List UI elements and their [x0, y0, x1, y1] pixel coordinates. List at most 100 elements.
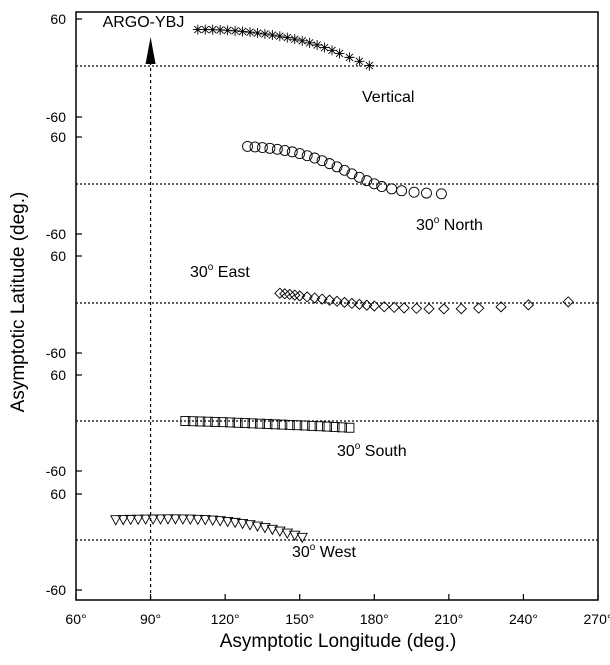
- data-point: [322, 421, 333, 432]
- data-point: [117, 515, 129, 526]
- data-point: [187, 416, 198, 427]
- data-point: [221, 516, 234, 528]
- data-point: [259, 28, 270, 39]
- data-point: [288, 530, 301, 542]
- data-point: [192, 24, 203, 35]
- data-point: [277, 419, 288, 430]
- data-point: [316, 293, 328, 305]
- data-point: [200, 24, 211, 35]
- y-tick-label-bottom: -60: [46, 345, 66, 361]
- data-point: [236, 518, 249, 530]
- data-point: [262, 419, 273, 429]
- panel-circle: 30o North: [76, 140, 598, 234]
- data-point: [271, 143, 283, 155]
- panel-square: 30o South: [76, 416, 598, 460]
- data-point: [264, 142, 276, 154]
- x-axis-title: Asymptotic Longitude (deg.): [220, 631, 457, 652]
- data-point: [274, 526, 286, 538]
- data-point: [215, 24, 226, 35]
- data-point: [421, 187, 432, 199]
- data-point: [323, 294, 336, 306]
- data-point: [269, 419, 280, 430]
- data-point: [309, 152, 321, 164]
- data-point: [562, 296, 574, 308]
- data-point: [237, 26, 248, 37]
- data-point: [344, 52, 355, 63]
- data-point: [169, 514, 182, 525]
- panel-asterisk: Vertical: [76, 24, 598, 106]
- data-point: [410, 302, 423, 315]
- data-point: [364, 60, 375, 71]
- x-tick-label: 240°: [509, 611, 538, 627]
- data-point: [222, 25, 233, 36]
- data-point: [294, 290, 306, 302]
- data-point: [331, 161, 343, 173]
- data-point: [346, 168, 358, 180]
- data-point: [329, 422, 340, 432]
- data-point: [154, 514, 167, 525]
- data-point: [284, 288, 296, 301]
- series-label: 30o West: [292, 542, 357, 561]
- data-point: [230, 25, 241, 36]
- data-point: [210, 416, 221, 427]
- y-tick-label-top: 60: [50, 248, 66, 264]
- data-point: [247, 418, 258, 429]
- data-point: [495, 301, 507, 313]
- data-point: [229, 517, 241, 529]
- data-point: [294, 148, 306, 160]
- y-tick-label-bottom: -60: [46, 582, 66, 598]
- data-point: [296, 532, 308, 544]
- data-point: [344, 422, 355, 433]
- series-label: 30o South: [337, 441, 407, 460]
- data-point: [396, 185, 408, 197]
- data-point: [124, 514, 137, 526]
- data-point: [284, 419, 295, 430]
- x-tick-label: 270°: [584, 611, 610, 627]
- data-point: [299, 420, 310, 431]
- data-point: [353, 171, 365, 183]
- data-point: [206, 515, 219, 526]
- data-point: [162, 514, 174, 525]
- data-point: [307, 420, 318, 431]
- data-point: [368, 178, 380, 190]
- data-point: [184, 514, 197, 525]
- data-point: [438, 303, 450, 315]
- data-point: [408, 186, 420, 198]
- y-tick-label-bottom: -60: [46, 463, 66, 479]
- data-point: [256, 142, 268, 154]
- data-point: [281, 528, 294, 540]
- data-point: [339, 164, 350, 176]
- data-point: [217, 417, 228, 428]
- data-point: [225, 417, 236, 428]
- data-point: [245, 27, 255, 38]
- data-point: [312, 40, 323, 51]
- x-tick-label: 120°: [211, 611, 240, 627]
- data-point: [244, 520, 256, 531]
- data-point: [195, 416, 206, 427]
- data-point: [180, 416, 191, 426]
- data-point: [327, 45, 338, 56]
- x-tick-label: 180°: [360, 611, 389, 627]
- data-point: [214, 516, 226, 527]
- data-point: [282, 32, 293, 43]
- data-point: [386, 183, 398, 195]
- data-point: [251, 521, 264, 532]
- data-point: [132, 514, 144, 526]
- y-tick-label-top: 60: [50, 367, 66, 383]
- data-point: [279, 288, 291, 300]
- data-point: [274, 31, 285, 42]
- data-point: [139, 514, 152, 525]
- data-point: [192, 514, 204, 526]
- data-point: [316, 155, 328, 167]
- x-tick-label: 150°: [285, 611, 314, 627]
- data-point: [202, 416, 213, 427]
- data-point: [110, 515, 122, 526]
- data-point: [292, 420, 303, 431]
- data-point: [279, 145, 291, 156]
- series-label: Vertical: [362, 89, 414, 106]
- data-point: [354, 56, 365, 67]
- data-point: [337, 422, 347, 433]
- reference-label: ARGO-YBJ: [103, 14, 185, 31]
- data-point: [324, 158, 335, 170]
- data-point: [232, 417, 243, 428]
